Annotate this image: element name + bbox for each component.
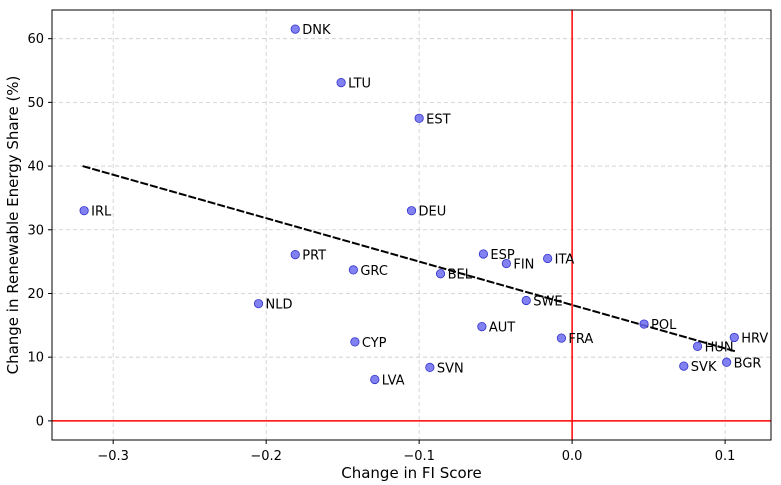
data-point-grc — [348, 265, 358, 275]
point-label-nld: NLD — [266, 298, 293, 313]
data-point-dnk — [290, 24, 300, 34]
point-label-esp: ESP — [490, 248, 514, 263]
point-label-aut: AUT — [489, 321, 515, 336]
point-label-cyp: CYP — [362, 336, 387, 351]
grid — [52, 10, 771, 440]
data-point-svn — [425, 362, 435, 372]
point-label-est: EST — [426, 112, 450, 127]
trend-line — [82, 165, 737, 353]
data-point-nld — [253, 299, 264, 309]
data-point-prt — [290, 250, 300, 260]
y-tick-label: 40 — [27, 160, 44, 175]
y-tick-label: 10 — [27, 351, 44, 366]
point-label-ita: ITA — [555, 252, 575, 267]
point-label-grc: GRC — [360, 264, 388, 279]
x-tick-label: 0.1 — [715, 449, 736, 464]
point-label-dnk: DNK — [302, 23, 331, 38]
point-label-bgr: BGR — [734, 356, 762, 371]
data-point-pol — [639, 319, 649, 329]
x-axis-label: Change in FI Score — [341, 464, 481, 482]
point-label-lva: LVA — [382, 373, 405, 388]
point-label-prt: PRT — [302, 249, 326, 264]
y-tick-label: 30 — [27, 223, 44, 238]
data-point-swe — [521, 295, 531, 306]
data-point-bel — [435, 269, 446, 279]
point-label-irl: IRL — [91, 205, 112, 220]
point-label-bel: BEL — [448, 268, 473, 283]
point-label-deu: DEU — [419, 205, 447, 220]
data-points — [79, 24, 739, 385]
data-point-ita — [543, 253, 553, 264]
x-tick-label: −0.2 — [250, 449, 282, 464]
point-label-pol: POL — [651, 318, 677, 333]
data-point-bgr — [722, 357, 732, 367]
y-tick-label: 50 — [27, 96, 44, 111]
x-axis-ticks: −0.3 −0.2 −0.1 0.0 0.1 — [97, 440, 735, 464]
data-point-fin — [501, 258, 511, 269]
y-tick-label: 20 — [27, 287, 44, 302]
data-point-hrv — [729, 332, 739, 343]
data-point-lva — [370, 374, 380, 385]
data-point-esp — [478, 249, 488, 259]
data-point-cyp — [350, 337, 360, 347]
data-point-deu — [406, 206, 417, 216]
point-label-hun: HUN — [705, 340, 734, 355]
reference-lines — [52, 10, 771, 440]
point-label-ltu: LTU — [348, 77, 371, 92]
x-tick-label: −0.1 — [403, 449, 435, 464]
plot-frame — [51, 9, 772, 441]
data-point-hun — [692, 341, 703, 351]
y-axis-label: Change in Renewable Energy Share (%) — [4, 76, 22, 375]
x-tick-label: −0.3 — [97, 449, 129, 464]
point-label-svn: SVN — [437, 361, 464, 376]
point-label-hrv: HRV — [741, 331, 768, 346]
data-point-irl — [79, 206, 89, 216]
data-point-est — [414, 113, 424, 123]
data-point-fra — [556, 333, 567, 343]
y-axis-ticks: 0 10 20 30 40 50 60 — [27, 32, 52, 429]
point-label-fin: FIN — [513, 258, 534, 273]
trend-line-group — [82, 165, 737, 353]
x-tick-label: 0.0 — [562, 449, 583, 464]
y-tick-label: 0 — [36, 414, 44, 429]
point-label-fra: FRA — [568, 332, 593, 347]
data-point-svk — [679, 361, 689, 371]
y-tick-label: 60 — [27, 32, 44, 47]
point-label-svk: SVK — [691, 360, 717, 375]
data-point-ltu — [336, 78, 346, 88]
point-label-swe: SWE — [533, 294, 562, 309]
data-point-aut — [477, 322, 487, 332]
